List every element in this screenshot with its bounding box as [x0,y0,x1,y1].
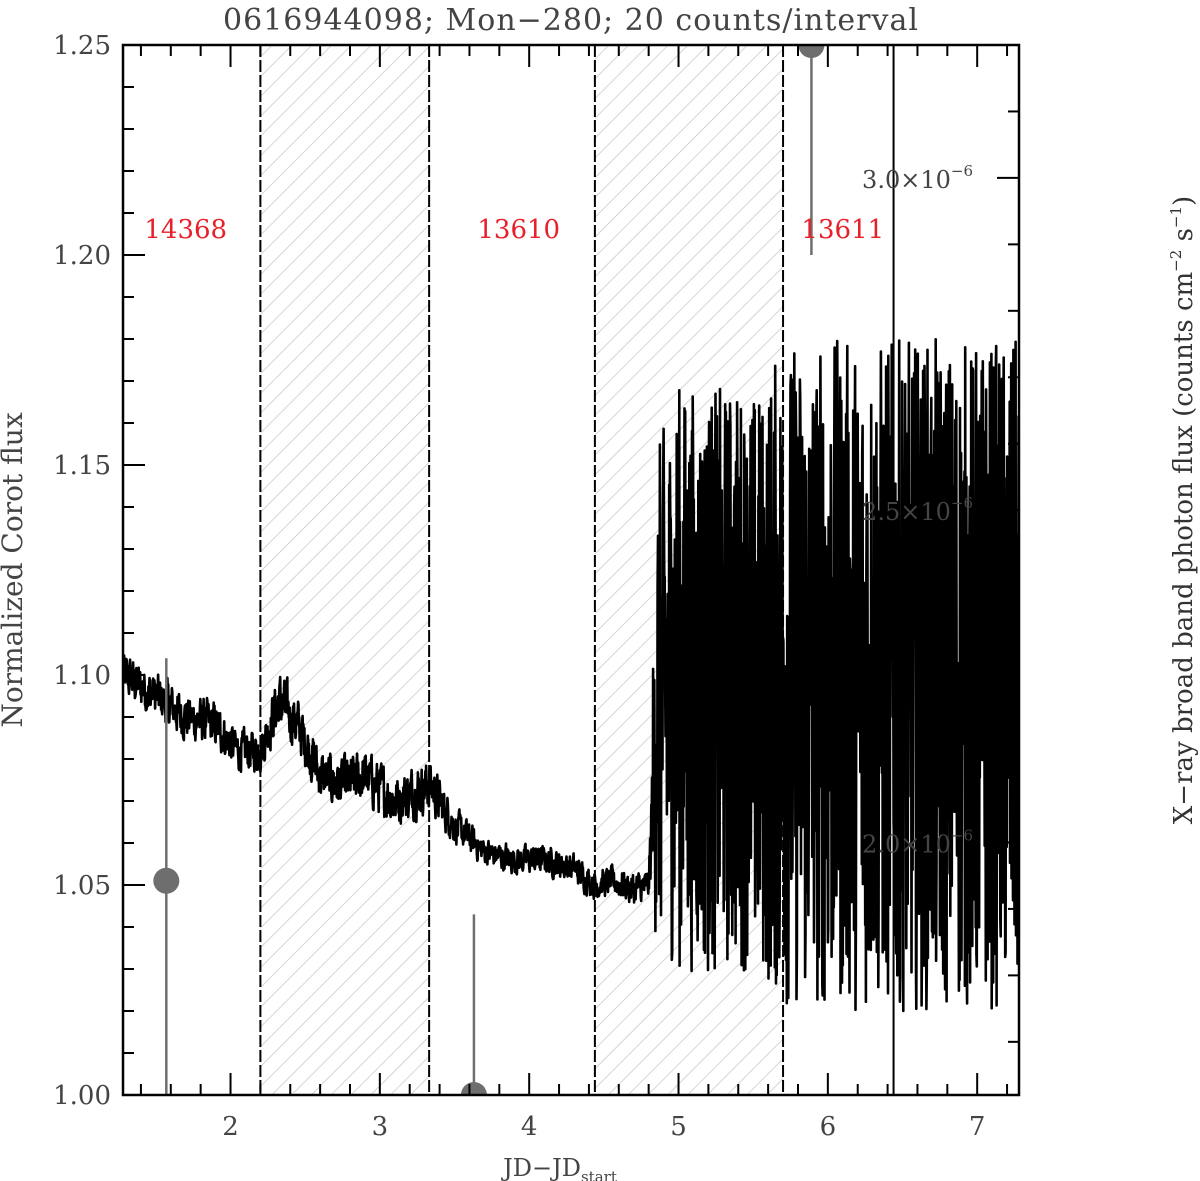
x-tick-label-7: 7 [969,1112,986,1142]
xray-point-1 [153,867,180,894]
right-tick-mantissa: 2.0×10 [862,830,951,858]
right-tick-exponent: −6 [951,826,973,844]
xray-points [153,45,825,1095]
xray-point-group-3 [798,45,825,255]
obs-label-3: 13611 [801,215,884,245]
obs-label-2: 13610 [477,215,560,245]
y-tick-label-1.15: 1.15 [53,451,111,481]
x-axis-label-main: JD−JD [500,1154,581,1181]
right-tick-label-3: 3.0×10−6 [862,162,973,194]
y-axis-label-right-sup2: −1 [1167,206,1185,228]
corot-light-curve [123,337,1019,1013]
y-axis-label-right-mid: s [1169,228,1199,250]
x-axis-label-sub: start [581,1168,617,1181]
obs-label-1: 14368 [144,215,227,245]
y-axis-label-right-end: ) [1169,196,1199,206]
right-tick-label-1: 2.0×10−6 [862,826,973,858]
plot-frame [121,43,1021,1097]
right-tick-exponent: −6 [951,494,973,512]
y-tick-label-1.10: 1.10 [53,661,111,691]
right-tick-exponent: −6 [951,162,973,180]
y-tick-label-1.25: 1.25 [53,31,111,61]
y-tick-label-1.05: 1.05 [53,871,111,901]
xray-point-group-1 [153,658,180,1095]
x-tick-label-5: 5 [670,1112,687,1142]
y-axis-label-left: Normalized Corot flux [0,412,29,727]
y-axis-label-right: X−ray broad band photon flux (counts cm−… [1167,196,1199,824]
xray-point-group-2 [460,914,487,1095]
x-tick-label-2: 2 [222,1112,239,1142]
y-tick-label-1.00: 1.00 [53,1081,111,1111]
xray-point-3 [798,45,825,58]
shaded-region-1 [260,45,430,1095]
y-axis-label-right-sup1: −2 [1167,250,1185,272]
right-tick-label-2: 2.5×10−6 [862,494,973,526]
right-tick-mantissa: 2.5×10 [862,498,951,526]
observation-labels: 14368 13610 13611 [144,215,884,245]
x-tick-label-3: 3 [372,1112,389,1142]
axes: 2 3 4 5 6 71.001.051.101.151.201.252.0×10−62.… [53,31,1021,1142]
right-tick-mantissa: 3.0×10 [862,166,951,194]
y-axis-label-right-main: X−ray broad band photon flux (counts cm [1169,272,1199,824]
y-tick-label-1.20: 1.20 [53,241,111,271]
corot-flux-line [123,337,1019,1013]
x-tick-label-4: 4 [521,1112,538,1142]
chart-title: 0616944098; Mon−280; 20 counts/interval [223,3,919,38]
xray-point-2 [460,1082,487,1095]
x-tick-label-6: 6 [820,1112,837,1142]
x-axis-label: JD−JDstart [500,1154,617,1181]
